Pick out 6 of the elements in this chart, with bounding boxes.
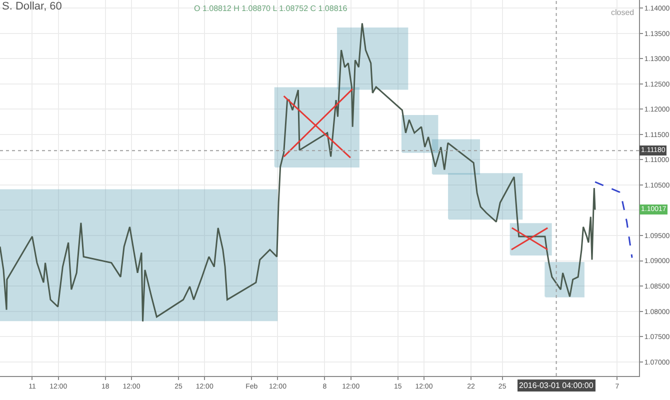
ref-line-label: 2016-03-01 04:00:00 [519, 381, 594, 390]
chart-title: S. Dollar, 60 [2, 0, 62, 13]
line-series [0, 22, 596, 322]
line-series [594, 181, 633, 258]
annotation: closed [611, 8, 634, 17]
annotation: O 1.08812 H 1.08870 L 1.08752 C 1.08816 [194, 4, 348, 13]
